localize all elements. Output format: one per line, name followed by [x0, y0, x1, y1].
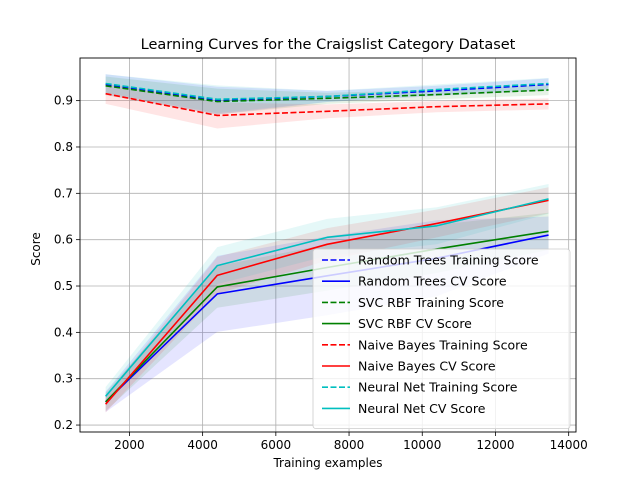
x-tick-label: 12000	[476, 438, 514, 452]
legend-label-3: SVC RBF CV Score	[358, 316, 472, 331]
legend-label-1: Random Trees CV Score	[358, 274, 507, 289]
x-tick-label: 2000	[114, 438, 145, 452]
x-tick-label: 6000	[261, 438, 292, 452]
x-axis-label: Training examples	[272, 456, 382, 470]
series-line-2	[105, 85, 549, 103]
legend-label-6: Neural Net Training Score	[358, 380, 518, 395]
legend-label-0: Random Trees Training Score	[358, 253, 539, 268]
y-tick-label: 0.7	[54, 186, 73, 200]
legend: Random Trees Training Score Random Trees …	[312, 248, 571, 430]
legend-box	[312, 248, 571, 430]
chart-title: Learning Curves for the Craigslist Categ…	[141, 37, 516, 53]
y-axis-label: Score	[29, 232, 43, 266]
plot-area: 2000 4000 6000 8000 10000 12000 14000 0.2 0.3 0.4…	[54, 57, 588, 452]
x-tick-label: 4000	[187, 438, 218, 452]
y-tick-label: 0.9	[54, 94, 73, 108]
y-tick-label: 0.8	[54, 140, 73, 154]
legend-label-5: Naive Bayes CV Score	[358, 359, 496, 374]
y-tick-label: 0.3	[54, 372, 73, 386]
legend-label-7: Neural Net CV Score	[358, 401, 486, 416]
series-line-5	[105, 199, 549, 405]
y-tick-label: 0.2	[54, 418, 73, 432]
series-line-4	[105, 92, 549, 117]
x-tick-label: 8000	[334, 438, 365, 452]
x-tick-label: 14000	[550, 438, 588, 452]
series-band-2	[105, 76, 549, 115]
legend-label-2: SVC RBF Training Score	[358, 295, 504, 310]
series-band-7	[105, 184, 549, 406]
y-tick-label: 0.5	[54, 279, 73, 293]
series-band-6	[105, 74, 549, 114]
series-band-4	[105, 83, 549, 129]
axes-frame	[79, 57, 577, 433]
series-band-0	[105, 74, 549, 115]
series-line-6	[105, 82, 549, 101]
series-line-7	[105, 198, 549, 397]
x-tick-label: 10000	[403, 438, 441, 452]
y-tick-label: 0.4	[54, 325, 73, 339]
legend-label-4: Naive Bayes Training Score	[358, 337, 528, 352]
y-tick-label: 0.6	[54, 233, 73, 247]
